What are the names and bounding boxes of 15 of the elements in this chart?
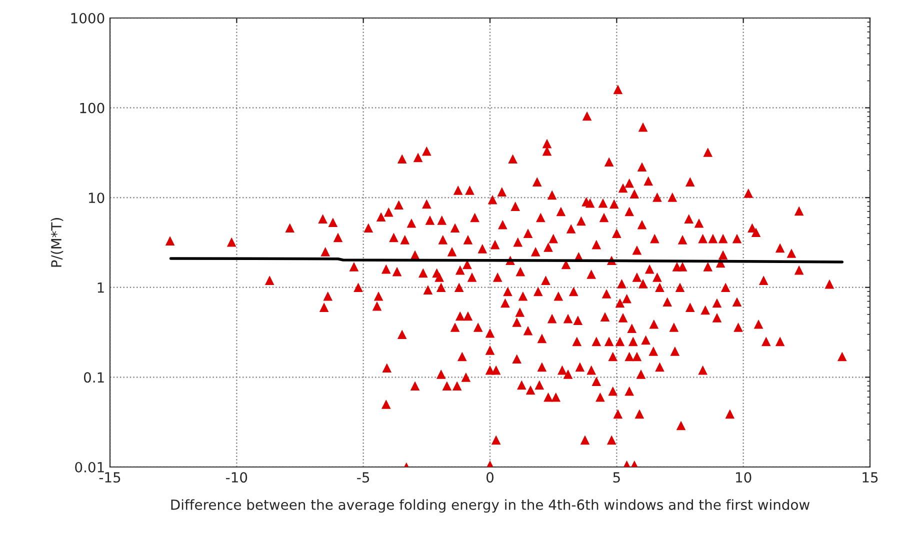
y-tick-label: 100 — [80, 102, 104, 114]
y-axis-title: P/(M*T) — [50, 218, 64, 267]
x-tick-label: 5 — [613, 472, 620, 483]
x-tick-label: 15 — [862, 472, 878, 483]
y-tick-label: 0.01 — [75, 462, 104, 472]
y-tick-label: 1 — [98, 282, 104, 293]
x-tick-label: -10 — [226, 472, 248, 483]
x-tick-label: -15 — [99, 472, 120, 483]
x-axis-title: Difference between the average folding energy in the 4th-6th windows and the first window — [171, 499, 810, 513]
x-tick-label: 10 — [736, 472, 752, 483]
x-tick-label: 0 — [486, 472, 494, 483]
y-tick-label: 0.1 — [84, 372, 104, 383]
y-tick-label: 10 — [88, 192, 104, 204]
y-tick-label: 1000 — [71, 12, 104, 24]
x-tick-label: -5 — [357, 472, 370, 483]
